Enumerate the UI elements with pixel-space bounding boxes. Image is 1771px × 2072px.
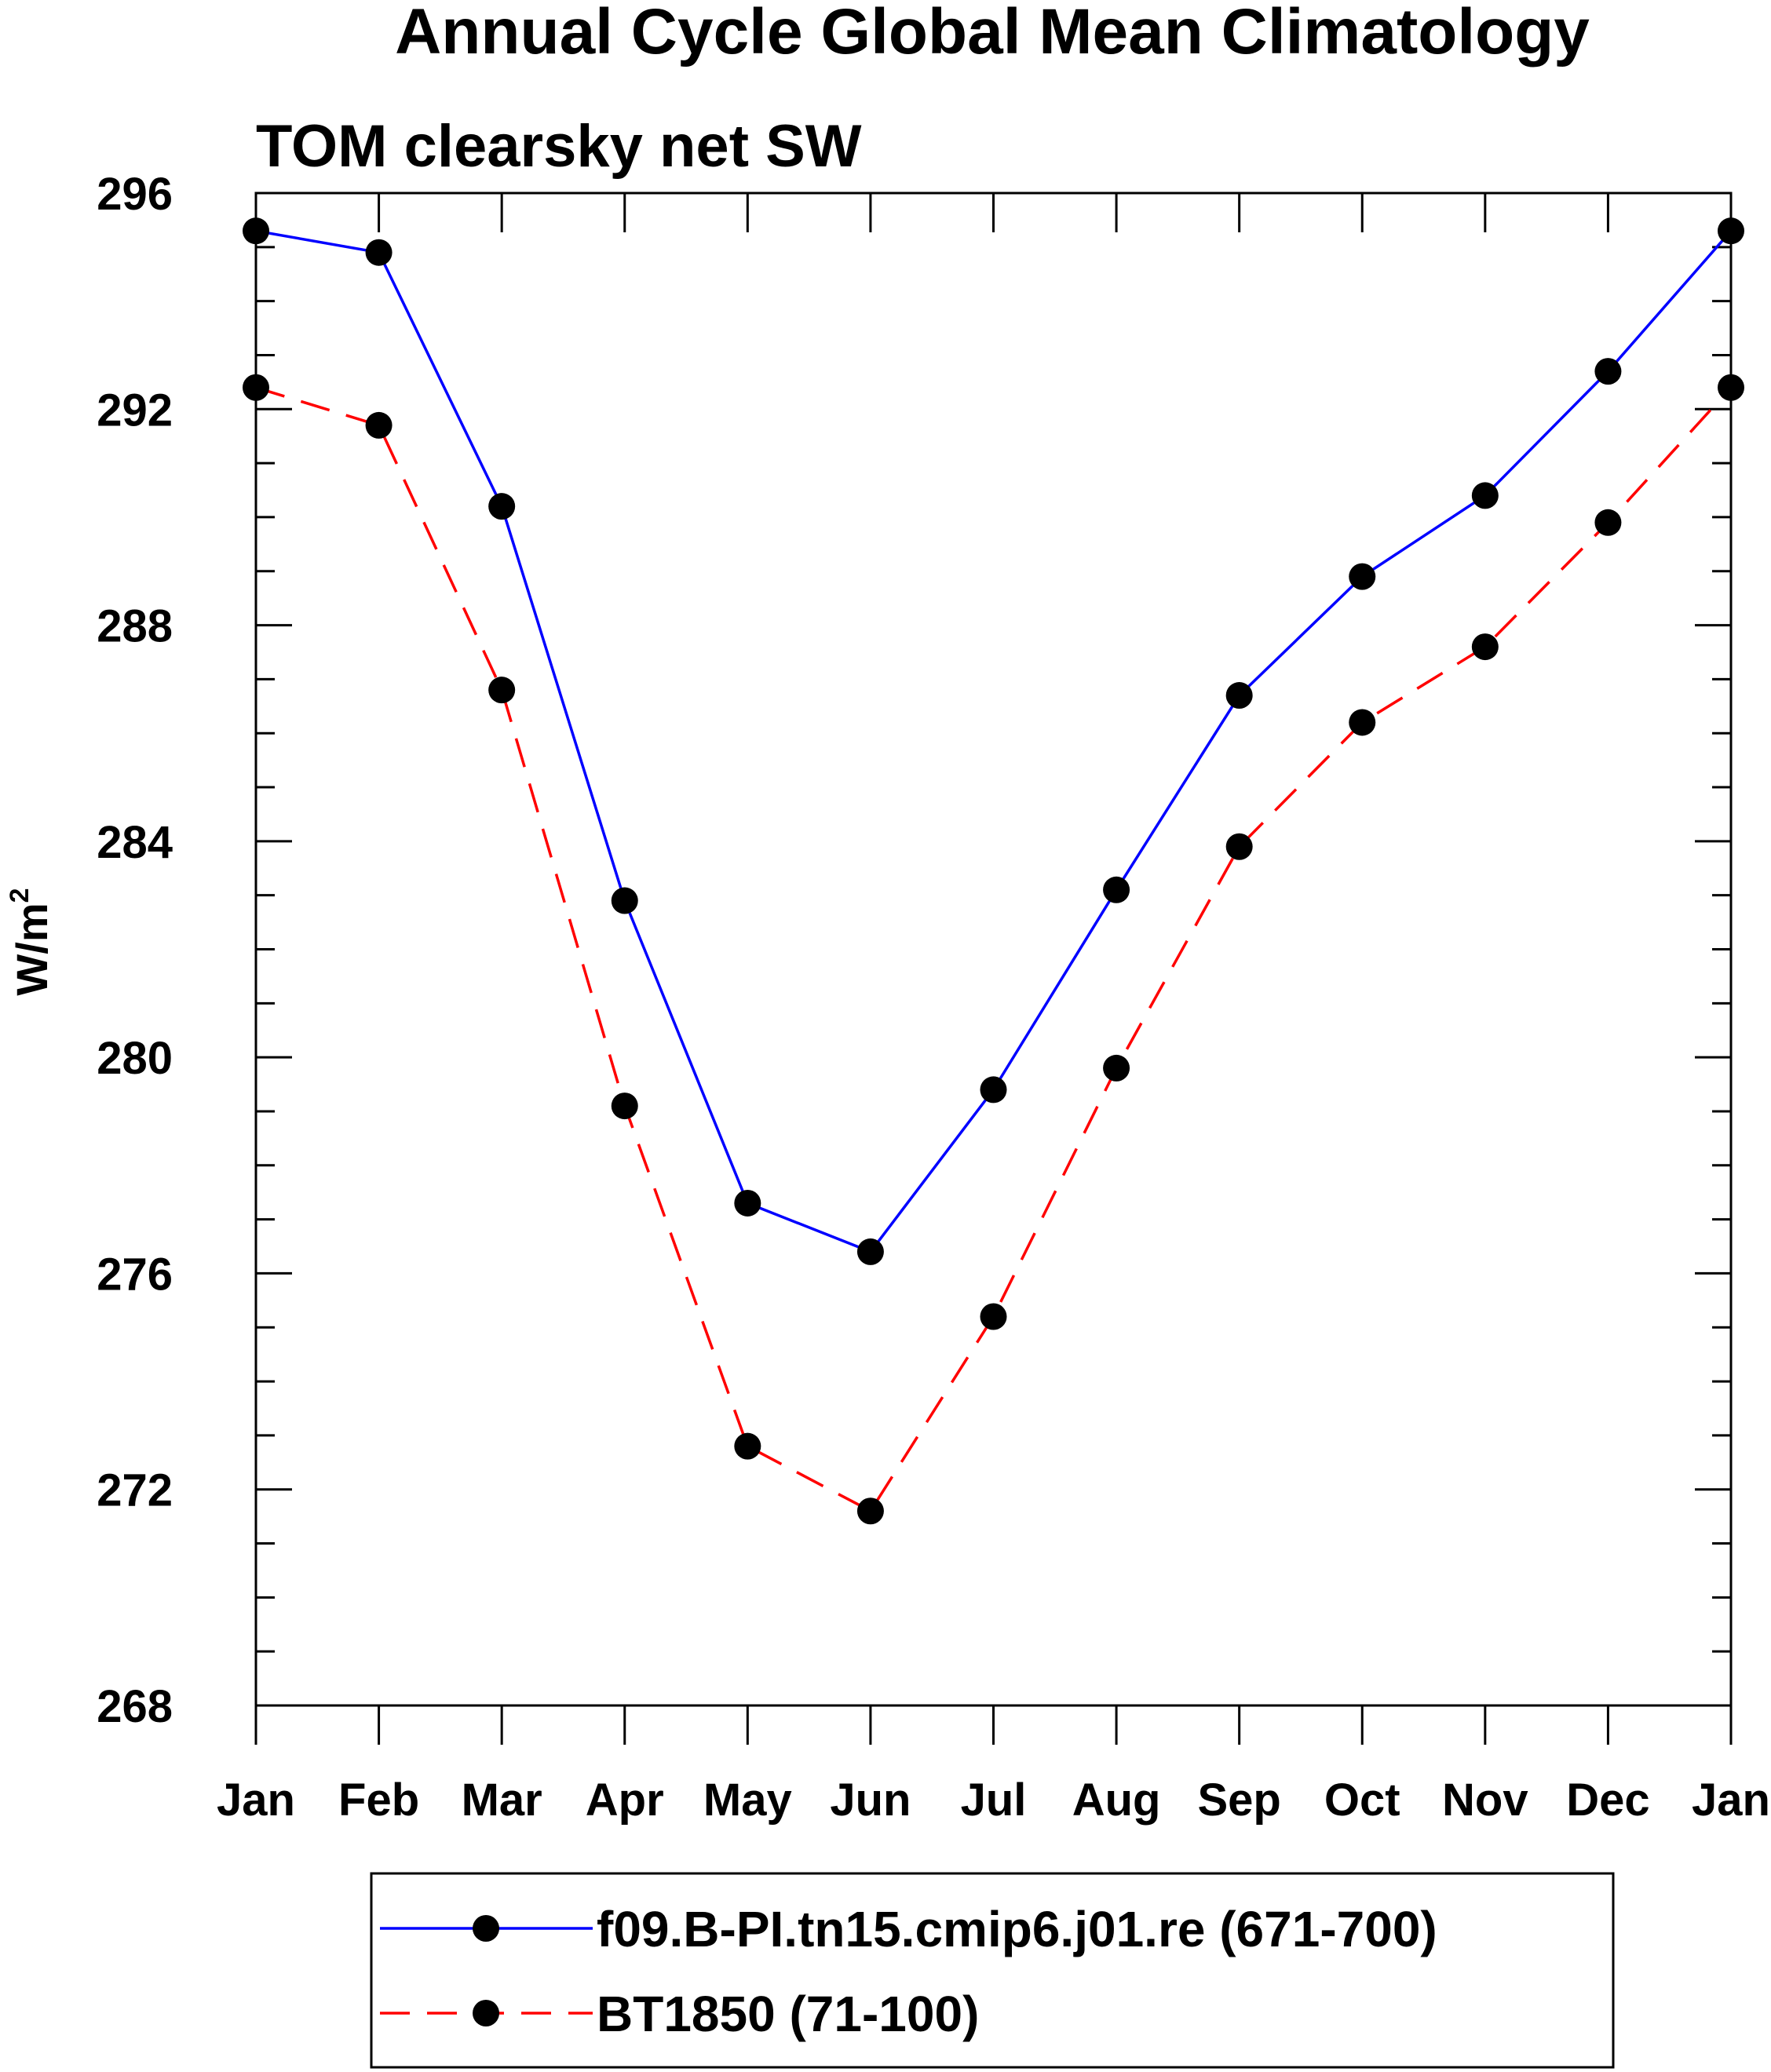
chart-subtitle: TOM clearsky net SW [256, 113, 862, 180]
legend-box [370, 1872, 1615, 2069]
x-tick-label: Jul [961, 1775, 1027, 1826]
legend-label-series-1: f09.B-PI.tn15.cmip6.j01.re (671-700) [597, 1901, 1437, 1957]
plot-frame [254, 192, 1733, 1707]
series-2-point [856, 1497, 884, 1525]
x-tick-label: Jan [1692, 1775, 1770, 1826]
legend-marker-series-1 [473, 1915, 499, 1942]
series-line-2 [255, 386, 1733, 1512]
series-1-point [365, 239, 393, 266]
series-1-point [1594, 358, 1622, 385]
y-axis-label: W/m2 [5, 888, 57, 995]
x-tick-labels: Jan Feb Mar Apr May Jun Jul Aug Sep Oct Nov Dec Jan [217, 1775, 1770, 1826]
series-2-point [1103, 1054, 1130, 1082]
series-1-point [980, 1076, 1007, 1103]
series-1-point [734, 1189, 761, 1217]
series-2-point [611, 1093, 638, 1120]
x-tick-label: Jun [830, 1775, 911, 1826]
y-tick-label: 276 [97, 1249, 173, 1300]
series-1-point [488, 493, 516, 520]
x-tick-label: May [703, 1775, 792, 1826]
y-axis-label-unit: W/m [7, 903, 57, 995]
series-2-point [734, 1432, 761, 1460]
series-1-point [1103, 876, 1130, 903]
series-1-point [1349, 563, 1376, 590]
legend: f09.B-PI.tn15.cmip6.j01.re (671-700) BT1… [370, 1872, 1615, 2069]
series-2-point [980, 1303, 1007, 1330]
series-2-point [1225, 833, 1253, 860]
x-tick-label: Apr [586, 1775, 664, 1826]
chart-title: Annual Cycle Global Mean Climatology [395, 0, 1590, 67]
series-2-point [1594, 509, 1622, 536]
x-tick-label: Nov [1442, 1775, 1528, 1826]
series-1-point [611, 887, 638, 914]
legend-marker-series-2 [473, 2000, 499, 2026]
x-tick-label: Feb [338, 1775, 419, 1826]
y-tick-label: 280 [97, 1033, 173, 1084]
y-tick-label: 272 [97, 1465, 173, 1516]
series-1-point [1718, 217, 1744, 245]
series-2-point [1471, 633, 1499, 661]
series-2-point [1349, 709, 1376, 736]
y-tick-label: 284 [97, 817, 173, 868]
y-tick-label: 296 [97, 169, 173, 220]
y-tick-label: 292 [97, 385, 173, 436]
x-tick-label: Sep [1197, 1775, 1280, 1826]
y-tick-labels: 268 272 276 280 284 288 292 296 [97, 169, 173, 1732]
series-1-point [856, 1238, 884, 1265]
plot-axes [254, 192, 1733, 1745]
series-1-point [243, 217, 269, 245]
series-2-point [243, 374, 269, 401]
legend-label-series-2: BT1850 (71-100) [597, 1986, 979, 2042]
y-axis-label-exponent: 2 [5, 888, 35, 903]
x-tick-label: Jan [217, 1775, 295, 1826]
series-1-point [1471, 482, 1499, 509]
series-2-point [365, 411, 393, 439]
y-tick-label: 288 [97, 601, 173, 652]
x-tick-label: Oct [1324, 1775, 1400, 1826]
series-2-point [1718, 374, 1744, 401]
x-tick-label: Aug [1072, 1775, 1161, 1826]
x-tick-label: Dec [1566, 1775, 1649, 1826]
series-2-point [488, 677, 516, 704]
series-1-point [1225, 682, 1253, 710]
x-tick-label: Mar [462, 1775, 542, 1826]
series-layer [243, 217, 1744, 1525]
y-tick-label: 268 [97, 1681, 173, 1732]
